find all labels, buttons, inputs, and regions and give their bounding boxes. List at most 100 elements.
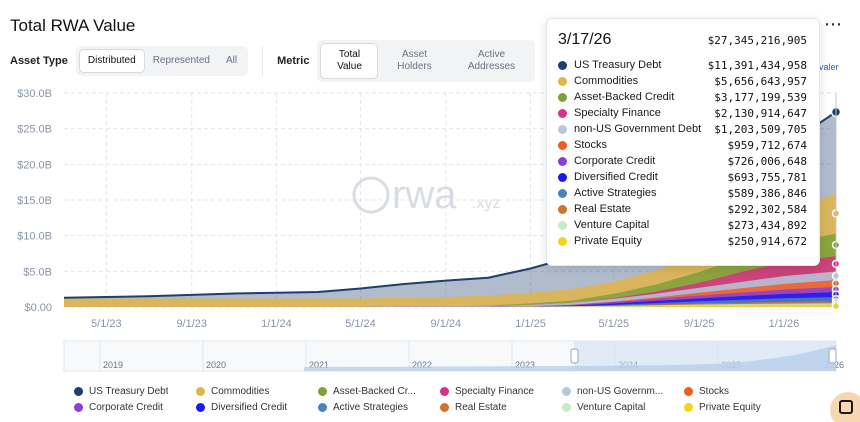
area-active-strategies (64, 297, 836, 307)
tooltip-dot-icon (558, 156, 567, 166)
tooltip-row: Active Strategies $589,386,846 (558, 185, 807, 201)
watermark-text: rwa (392, 173, 457, 217)
tooltip-series-value: $959,712,674 (727, 138, 807, 152)
tooltip-row: Commodities $5,656,643,957 (558, 73, 807, 89)
legend-dot-icon (440, 387, 449, 396)
navigator-handle[interactable] (570, 348, 579, 364)
navigator-year-label: 2021 (309, 360, 329, 370)
tooltip-series-value: $292,302,584 (727, 202, 807, 216)
navigator-handle[interactable] (828, 348, 837, 364)
asset-type-distributed-button[interactable]: Distributed (78, 49, 145, 73)
area-private-equity (64, 305, 836, 307)
legend-item[interactable]: Private Equity (684, 400, 806, 415)
area-commodities (64, 193, 836, 307)
legend-dot-icon (562, 403, 571, 412)
watermark-globe-icon (352, 176, 390, 214)
metric-total-value-button[interactable]: Total Value (320, 43, 379, 79)
tooltip-dot-icon (558, 108, 567, 118)
tooltip-row: non-US Government Debt $1,203,509,705 (558, 121, 807, 137)
watermark-suffix: .xyz (472, 195, 500, 212)
tooltip-series-name: Corporate Credit (574, 155, 656, 167)
range-navigator[interactable]: 20192020202120222023202420252026 (63, 340, 844, 372)
y-tick-label: $10.0B (17, 231, 52, 243)
tooltip-series-name: Active Strategies (574, 187, 657, 199)
legend-item[interactable]: Stocks (684, 384, 806, 399)
metric-asset-holders-button[interactable]: Asset Holders (397, 49, 432, 72)
asset-type-all-button[interactable]: All (225, 55, 238, 66)
tooltip-date: 3/17/26 (558, 31, 612, 48)
legend-item[interactable]: non-US Governm... (562, 384, 684, 399)
navigator-year-label: 2022 (412, 360, 432, 370)
tooltip-series-value: $250,914,672 (727, 234, 807, 248)
tooltip-total: $27,345,216,905 (707, 34, 807, 47)
page-title: Total RWA Value (10, 16, 136, 35)
tooltip-dot-icon (558, 140, 567, 150)
legend-dot-icon (196, 403, 205, 412)
legend-item[interactable]: Diversified Credit (196, 400, 318, 415)
legend-label: Diversified Credit (211, 402, 288, 413)
tooltip-dot-icon (558, 204, 567, 214)
metric-active-addresses-button[interactable]: Active Addresses (467, 49, 516, 72)
tooltip-series-value: $273,434,892 (727, 218, 807, 232)
tooltip-row: Diversified Credit $693,755,781 (558, 169, 807, 185)
tooltip-series-value: $11,391,434,958 (707, 58, 807, 72)
metric-selector: Total Value Asset Holders Active Address… (317, 40, 536, 82)
legend-item[interactable]: Commodities (196, 384, 318, 399)
tooltip-series-value: $5,656,643,957 (714, 74, 807, 88)
x-tick-label: 5/1/24 (345, 318, 376, 330)
y-tick-label: $5.0B (23, 266, 52, 278)
legend-dot-icon (684, 403, 693, 412)
y-tick-label: $25.0B (17, 124, 52, 136)
legend-dot-icon (318, 403, 327, 412)
asset-type-label: Asset Type (10, 55, 68, 67)
tooltip-row: Venture Capital $273,434,892 (558, 217, 807, 233)
tooltip-dot-icon (558, 220, 567, 230)
x-tick-label: 1/1/25 (515, 318, 546, 330)
legend-item[interactable]: Real Estate (440, 400, 562, 415)
tooltip-series-value: $589,386,846 (727, 186, 807, 200)
x-axis: 5/1/23 9/1/23 1/1/24 5/1/24 9/1/24 1/1/25 5/1/… (91, 318, 799, 330)
metric-label: Metric (277, 55, 310, 67)
y-tick-label: $30.0B (17, 88, 52, 100)
chart-tooltip: 3/17/26 $27,345,216,905 US Treasury Debt… (546, 18, 820, 266)
legend-item[interactable]: Specialty Finance (440, 384, 562, 399)
legend-label: Active Strategies (333, 402, 409, 413)
tooltip-series-name: Asset-Backed Credit (574, 91, 675, 103)
asset-type-selector: Distributed Represented All (75, 46, 249, 76)
navigator-year-label: 2019 (103, 360, 123, 370)
legend-item[interactable]: Corporate Credit (74, 400, 196, 415)
y-tick-label: $20.0B (17, 159, 52, 171)
tooltip-dot-icon (558, 188, 567, 198)
chat-button[interactable] (830, 392, 860, 422)
tooltip-series-value: $726,006,648 (727, 154, 807, 168)
legend-label: Asset-Backed Cr... (333, 386, 416, 397)
asset-type-represented-button[interactable]: Represented (152, 55, 210, 66)
legend-item[interactable]: Active Strategies (318, 400, 440, 415)
tooltip-series-value: $693,755,781 (727, 170, 807, 184)
series-end-markers (830, 93, 842, 311)
tooltip-series-value: $3,177,199,539 (714, 90, 807, 104)
x-tick-label: 1/1/26 (769, 318, 800, 330)
legend-dot-icon (440, 403, 449, 412)
tooltip-dot-icon (558, 60, 567, 70)
legend-dot-icon (74, 387, 83, 396)
area-venture-capital (64, 303, 836, 307)
controls-divider (262, 46, 264, 76)
legend-item[interactable]: US Treasury Debt (74, 384, 196, 399)
tooltip-series-name: Venture Capital (574, 219, 650, 231)
x-tick-label: 9/1/24 (431, 318, 462, 330)
area-non-us-government-debt (64, 271, 836, 307)
tooltip-row: Real Estate $292,302,584 (558, 201, 807, 217)
equivalent-toggle-label[interactable]: uivaler (812, 62, 839, 72)
watermark: rwa .xyz (352, 173, 500, 217)
tooltip-row: Specialty Finance $2,130,914,647 (558, 105, 807, 121)
legend-item[interactable]: Asset-Backed Cr... (318, 384, 440, 399)
more-options-icon[interactable]: ⋯ (824, 14, 843, 34)
legend-label: Specialty Finance (455, 386, 534, 397)
y-axis: $0.00 $5.0B $10.0B $15.0B $20.0B $25.0B $30.0B (17, 88, 52, 314)
tooltip-row: Asset-Backed Credit $3,177,199,539 (558, 89, 807, 105)
tooltip-row: US Treasury Debt $11,391,434,958 (558, 57, 807, 73)
y-tick-label: $15.0B (17, 195, 52, 207)
x-tick-label: 1/1/24 (261, 318, 292, 330)
legend-item[interactable]: Venture Capital (562, 400, 684, 415)
